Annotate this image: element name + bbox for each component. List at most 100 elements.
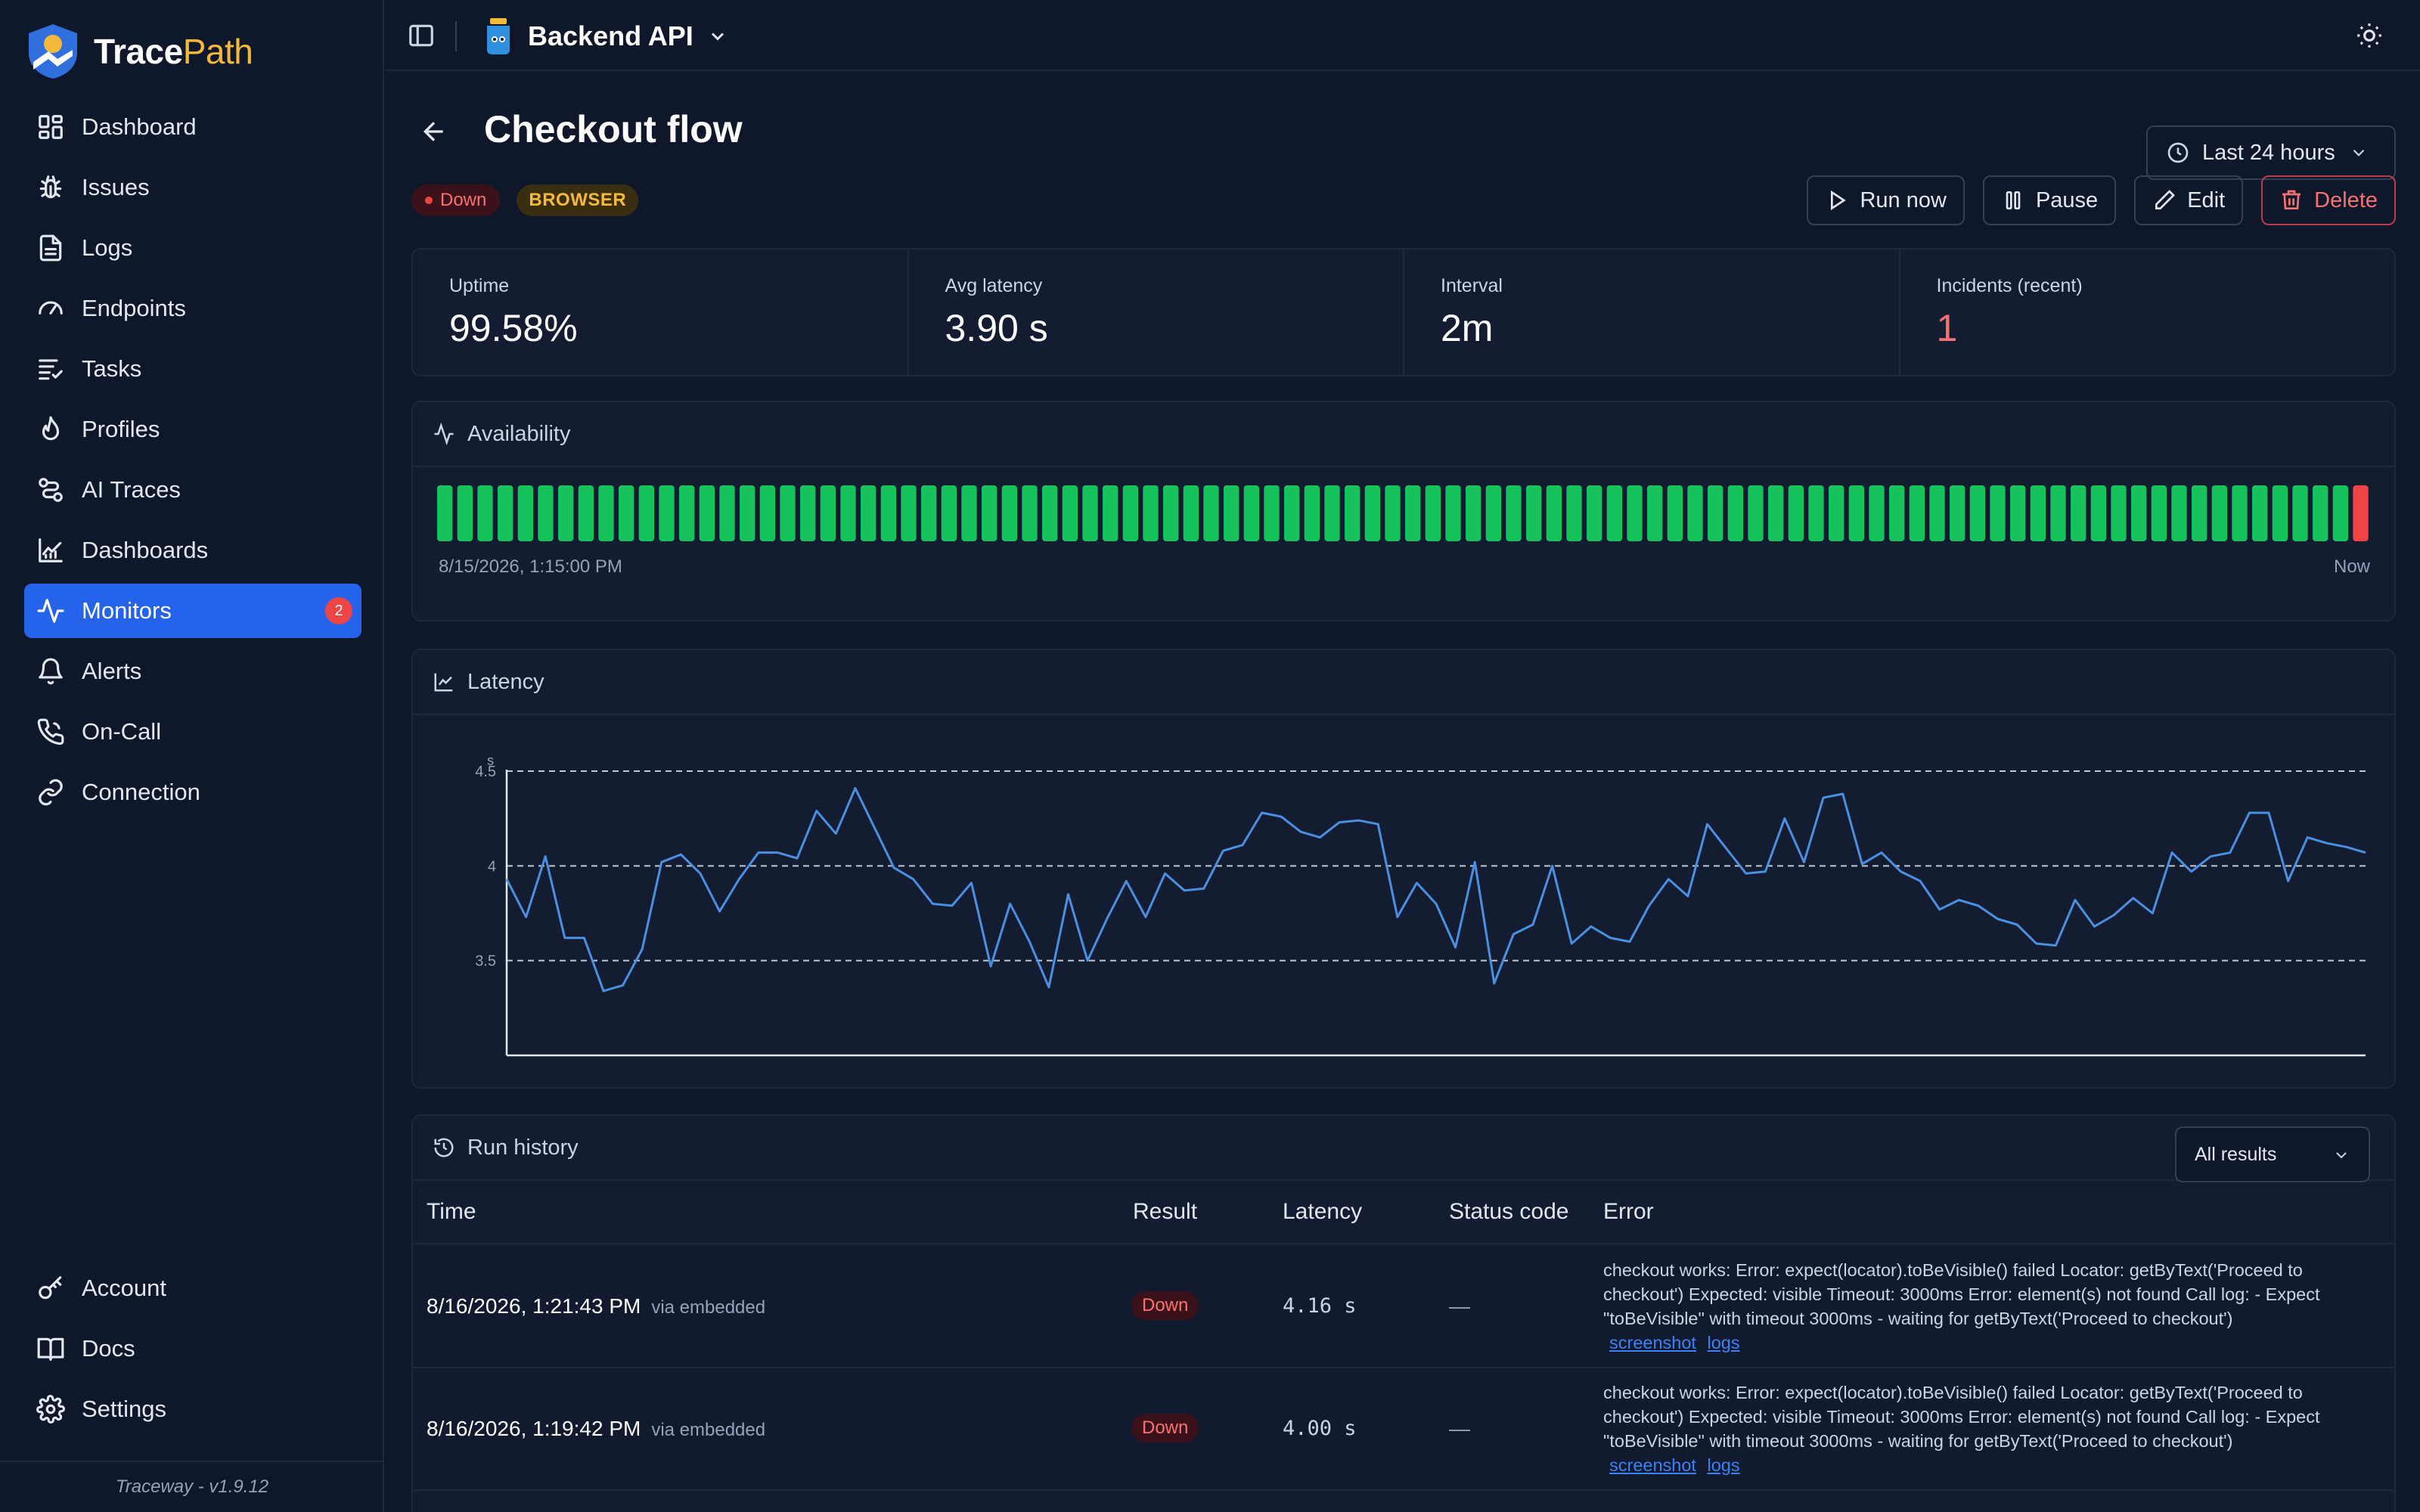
- availability-bar-up[interactable]: [1001, 485, 1018, 541]
- availability-bar-up[interactable]: [1163, 485, 1179, 541]
- sidebar-toggle-icon[interactable]: [407, 21, 436, 50]
- availability-bar-up[interactable]: [1324, 485, 1340, 541]
- availability-bar-up[interactable]: [1667, 485, 1683, 541]
- availability-bar-up[interactable]: [740, 485, 755, 541]
- availability-bar-down[interactable]: [2353, 485, 2369, 541]
- sidebar-item-dashboard[interactable]: Dashboard: [24, 100, 361, 154]
- sidebar-item-alerts[interactable]: Alerts: [24, 644, 361, 699]
- availability-bar-up[interactable]: [538, 485, 554, 541]
- availability-bar-up[interactable]: [1082, 485, 1098, 541]
- availability-bar-up[interactable]: [619, 485, 634, 541]
- availability-bar-up[interactable]: [1506, 485, 1522, 541]
- availability-bar-up[interactable]: [2292, 485, 2308, 541]
- availability-bar-up[interactable]: [1566, 485, 1582, 541]
- availability-bar-up[interactable]: [699, 485, 715, 541]
- availability-bar-up[interactable]: [638, 485, 655, 541]
- availability-bar-up[interactable]: [437, 485, 453, 541]
- time-range-select[interactable]: Last 24 hours: [2146, 125, 2396, 180]
- availability-bar-up[interactable]: [2010, 485, 2026, 541]
- availability-bar-up[interactable]: [598, 485, 614, 541]
- theme-sun-icon[interactable]: [2355, 21, 2384, 50]
- availability-bar-up[interactable]: [921, 485, 937, 541]
- availability-bar-up[interactable]: [2232, 485, 2248, 541]
- availability-bar-up[interactable]: [2252, 485, 2268, 541]
- availability-bar-up[interactable]: [2272, 485, 2288, 541]
- screenshot-link[interactable]: screenshot: [1609, 1333, 1696, 1352]
- availability-bar-up[interactable]: [1950, 485, 1965, 541]
- availability-bar-up[interactable]: [2071, 485, 2086, 541]
- column-result[interactable]: Result: [1133, 1199, 1198, 1224]
- availability-bar-up[interactable]: [982, 485, 997, 541]
- availability-bar-up[interactable]: [1224, 485, 1239, 541]
- logs-link[interactable]: logs: [1707, 1333, 1740, 1352]
- sidebar-item-profiles[interactable]: Profiles: [24, 402, 361, 457]
- availability-bar-up[interactable]: [1183, 485, 1199, 541]
- availability-bar-up[interactable]: [1606, 485, 1623, 541]
- availability-bar-up[interactable]: [1969, 485, 1986, 541]
- availability-bar-up[interactable]: [2171, 485, 2187, 541]
- availability-bar-up[interactable]: [1385, 485, 1401, 541]
- availability-bar-up[interactable]: [1364, 485, 1381, 541]
- availability-bar-up[interactable]: [2192, 485, 2207, 541]
- column-time[interactable]: Time: [427, 1199, 476, 1224]
- availability-bar-up[interactable]: [1405, 485, 1421, 541]
- availability-bar-up[interactable]: [961, 485, 977, 541]
- sidebar-item-issues[interactable]: Issues: [24, 160, 361, 215]
- availability-bar-up[interactable]: [498, 485, 513, 541]
- sidebar-item-ai-traces[interactable]: AI Traces: [24, 463, 361, 517]
- availability-bar-up[interactable]: [1062, 485, 1078, 541]
- availability-bar-up[interactable]: [1264, 485, 1280, 541]
- availability-bar-up[interactable]: [2151, 485, 2167, 541]
- availability-bar-up[interactable]: [1284, 485, 1300, 541]
- availability-bar-up[interactable]: [1103, 485, 1118, 541]
- availability-bar-up[interactable]: [1042, 485, 1058, 541]
- sidebar-item-dashboards[interactable]: Dashboards: [24, 523, 361, 578]
- availability-bar-up[interactable]: [1990, 485, 2006, 541]
- availability-bar-up[interactable]: [800, 485, 816, 541]
- sidebar-item-settings[interactable]: Settings: [24, 1382, 361, 1436]
- availability-bar-up[interactable]: [759, 485, 776, 541]
- availability-bar-up[interactable]: [457, 485, 473, 541]
- availability-bar-up[interactable]: [1627, 485, 1643, 541]
- column-status-code[interactable]: Status code: [1449, 1199, 1569, 1224]
- availability-bar-up[interactable]: [1808, 485, 1824, 541]
- availability-bar-up[interactable]: [517, 485, 534, 541]
- availability-bar-up[interactable]: [880, 485, 897, 541]
- availability-bar-up[interactable]: [2050, 485, 2066, 541]
- availability-bar-up[interactable]: [2332, 485, 2349, 541]
- table-row[interactable]: 8/16/2026, 1:19:42 PM via embedded Down 4.0…: [413, 1368, 2394, 1491]
- availability-bar-up[interactable]: [2111, 485, 2127, 541]
- brand[interactable]: TracePath: [26, 21, 253, 82]
- availability-bar-up[interactable]: [1304, 485, 1320, 541]
- availability-bar-up[interactable]: [1345, 485, 1360, 541]
- availability-bar-up[interactable]: [1647, 485, 1663, 541]
- availability-bar-up[interactable]: [1425, 485, 1441, 541]
- availability-bar-up[interactable]: [679, 485, 695, 541]
- availability-bar-up[interactable]: [2211, 485, 2228, 541]
- availability-bar-up[interactable]: [1143, 485, 1159, 541]
- project-switcher[interactable]: Backend API: [481, 15, 728, 57]
- sidebar-item-endpoints[interactable]: Endpoints: [24, 281, 361, 336]
- availability-bar-up[interactable]: [1203, 485, 1219, 541]
- availability-bar-up[interactable]: [780, 485, 796, 541]
- availability-bar-up[interactable]: [1485, 485, 1502, 541]
- availability-bar-up[interactable]: [719, 485, 735, 541]
- availability-bar-up[interactable]: [578, 485, 594, 541]
- availability-bar-up[interactable]: [1122, 485, 1139, 541]
- availability-bar-up[interactable]: [840, 485, 856, 541]
- availability-bar-up[interactable]: [1708, 485, 1723, 541]
- availability-bar-up[interactable]: [1587, 485, 1602, 541]
- availability-bar-up[interactable]: [820, 485, 836, 541]
- availability-bar-up[interactable]: [1748, 485, 1764, 541]
- result-filter-select[interactable]: All results: [2175, 1126, 2370, 1182]
- availability-bar-up[interactable]: [1687, 485, 1703, 541]
- availability-bar-up[interactable]: [558, 485, 574, 541]
- availability-bar-up[interactable]: [1445, 485, 1461, 541]
- availability-bar-up[interactable]: [2090, 485, 2107, 541]
- availability-bar-up[interactable]: [1929, 485, 1945, 541]
- run-now-button[interactable]: Run now: [1807, 175, 1965, 225]
- sidebar-item-monitors[interactable]: Monitors 2: [24, 584, 361, 638]
- availability-bar-up[interactable]: [1829, 485, 1844, 541]
- sidebar-item-docs[interactable]: Docs: [24, 1321, 361, 1376]
- availability-bar-up[interactable]: [2131, 485, 2147, 541]
